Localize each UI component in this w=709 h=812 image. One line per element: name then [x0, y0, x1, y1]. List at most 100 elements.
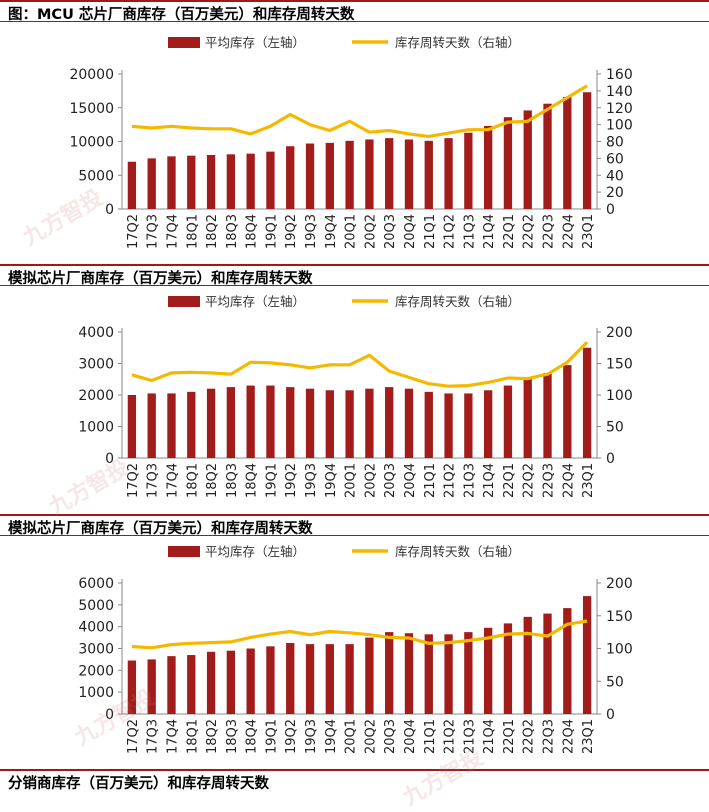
bar	[286, 643, 295, 714]
category-label: 21Q3	[462, 463, 477, 498]
analog-chart-title-2: 模拟芯片厂商库存（百万美元）和库存周转天数	[8, 521, 313, 537]
turnover-days-line	[131, 340, 589, 388]
category-label: 21Q2	[443, 214, 458, 249]
bar	[503, 623, 513, 714]
right-tick-label: 200	[606, 325, 633, 341]
right-tick-label: 0	[606, 707, 615, 723]
category-label: 22Q3	[542, 214, 557, 249]
category-label: 21Q4	[482, 214, 497, 249]
bar	[246, 648, 255, 714]
category-label: 18Q2	[205, 719, 220, 754]
category-label: 21Q2	[443, 719, 458, 754]
left-tick-label: 2000	[78, 388, 114, 404]
legend-bar-label: 平均库存（左轴）	[205, 544, 305, 559]
bar	[305, 644, 315, 714]
category-label: 17Q4	[166, 719, 181, 754]
right-tick-label: 150	[606, 609, 633, 625]
category-label: 19Q3	[304, 214, 319, 249]
left-tick-label: 1000	[78, 420, 114, 436]
figure-title: 图：MCU 芯片厂商库存（百万美元）和库存周转天数	[8, 7, 355, 23]
bar	[345, 140, 354, 209]
bar	[464, 393, 473, 458]
bar	[325, 390, 334, 458]
bar	[483, 627, 493, 714]
bar	[404, 139, 414, 209]
bar	[563, 365, 572, 458]
left-tick-label: 6000	[78, 576, 114, 592]
bar	[266, 646, 275, 714]
bar	[147, 158, 156, 209]
category-label: 19Q2	[284, 214, 299, 249]
category-label: 20Q3	[383, 214, 398, 249]
category-label: 18Q2	[205, 463, 220, 498]
bar	[345, 390, 354, 458]
bar	[444, 634, 453, 714]
bar	[127, 395, 137, 458]
left-tick-label: 5000	[78, 168, 114, 184]
left-tick-label: 0	[105, 451, 114, 467]
category-label: 17Q3	[146, 719, 161, 754]
category-label: 20Q2	[363, 463, 378, 498]
category-label: 20Q3	[383, 719, 398, 754]
category-label: 19Q2	[284, 719, 299, 754]
category-label: 17Q2	[126, 214, 141, 249]
category-label: 18Q4	[245, 214, 260, 249]
category-label: 18Q4	[245, 719, 260, 754]
bar	[167, 393, 176, 458]
bar	[464, 632, 473, 714]
legend-line-label: 库存周转天数（右轴）	[395, 544, 520, 559]
left-tick-label: 4000	[78, 325, 114, 341]
bar	[424, 634, 433, 714]
category-label: 19Q1	[264, 463, 279, 498]
category-label: 21Q1	[423, 463, 438, 498]
category-label: 21Q4	[482, 719, 497, 754]
bar	[167, 156, 176, 209]
category-label: 17Q3	[146, 463, 161, 498]
category-label: 19Q3	[304, 463, 319, 498]
bar	[404, 388, 414, 458]
analog-chart-title: 模拟芯片厂商库存（百万美元）和库存周转天数	[8, 271, 313, 287]
bar	[365, 637, 374, 714]
bar	[345, 644, 354, 714]
left-tick-label: 3000	[78, 357, 114, 373]
distributor-chart-title: 分销商库存（百万美元）和库存周转天数	[8, 776, 269, 792]
category-label: 18Q3	[225, 719, 240, 754]
category-label: 20Q2	[363, 719, 378, 754]
bar	[582, 596, 592, 714]
category-label: 22Q3	[542, 463, 557, 498]
bar	[523, 379, 532, 458]
category-label: 20Q1	[344, 719, 359, 754]
bar	[206, 651, 216, 714]
bar	[563, 608, 572, 714]
bar	[404, 633, 414, 714]
chart-legend: 平均库存（左轴） 库存周转天数（右轴）	[168, 544, 520, 559]
category-label: 20Q4	[403, 214, 418, 249]
bar	[206, 155, 216, 209]
category-label: 22Q2	[522, 463, 537, 498]
category-label: 19Q3	[304, 719, 319, 754]
bar	[424, 140, 433, 209]
bar	[464, 132, 473, 209]
category-label: 19Q1	[264, 719, 279, 754]
category-label: 22Q4	[561, 719, 576, 754]
bar	[127, 161, 137, 209]
bar	[127, 660, 137, 714]
left-tick-label: 0	[105, 707, 114, 723]
legend-bar-swatch	[168, 296, 200, 307]
right-tick-label: 100	[606, 388, 633, 404]
category-label: 20Q1	[344, 214, 359, 249]
category-label: 17Q4	[166, 463, 181, 498]
left-tick-label: 3000	[78, 642, 114, 658]
category-label: 22Q3	[542, 719, 557, 754]
left-tick-label: 15000	[69, 101, 114, 117]
chart-legend: 平均库存（左轴） 库存周转天数（右轴）	[168, 35, 520, 50]
bar	[305, 388, 315, 458]
bar	[365, 139, 374, 209]
bar	[444, 138, 453, 209]
right-tick-label: 150	[606, 357, 633, 373]
legend-line-label: 库存周转天数（右轴）	[395, 35, 520, 50]
category-label: 20Q4	[403, 463, 418, 498]
category-label: 21Q1	[423, 719, 438, 754]
category-label: 20Q4	[403, 719, 418, 754]
